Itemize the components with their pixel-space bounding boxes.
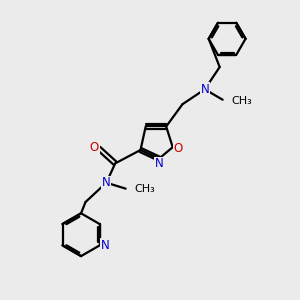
Text: O: O: [173, 142, 183, 155]
Text: N: N: [155, 158, 164, 170]
Text: N: N: [100, 239, 109, 252]
Text: CH₃: CH₃: [135, 184, 155, 194]
Text: N: N: [102, 176, 111, 189]
Text: CH₃: CH₃: [232, 96, 252, 106]
Text: O: O: [90, 140, 99, 154]
Text: N: N: [200, 83, 209, 96]
